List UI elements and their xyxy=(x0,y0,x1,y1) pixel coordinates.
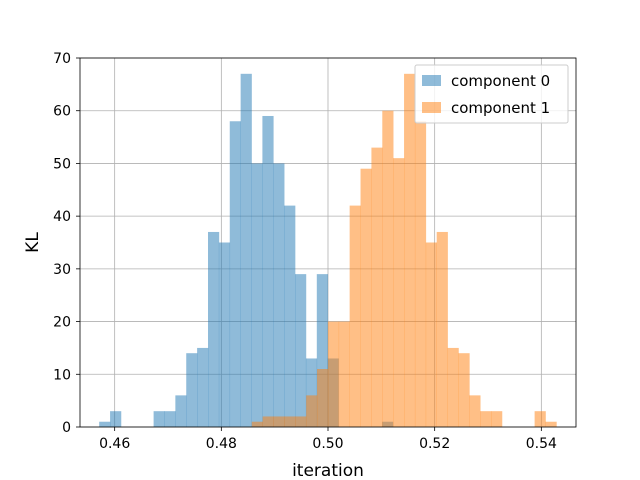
histogram-bar-component-1 xyxy=(458,353,470,427)
histogram-bar-component-1 xyxy=(545,421,557,427)
y-tick-label: 40 xyxy=(53,209,71,225)
y-tick-label: 60 xyxy=(53,104,71,120)
legend-label-component-0: component 0 xyxy=(451,72,550,90)
histogram-bar-component-0 xyxy=(240,73,252,428)
legend-swatch-component-1 xyxy=(422,102,441,113)
histogram-bars xyxy=(99,73,557,428)
histogram-bar-component-0 xyxy=(316,274,328,427)
histogram-bar-component-1 xyxy=(273,416,285,427)
histogram-bar-component-1 xyxy=(436,231,448,427)
histogram-bar-component-0 xyxy=(197,347,209,427)
histogram-bar-component-1 xyxy=(480,411,492,427)
y-tick-label: 50 xyxy=(53,156,71,172)
y-tick-label: 20 xyxy=(53,315,71,331)
histogram-bar-component-0 xyxy=(284,205,296,427)
histogram-bar-component-1 xyxy=(371,147,383,427)
x-axis-label: iteration xyxy=(292,461,364,480)
histogram-bar-component-1 xyxy=(284,416,296,427)
y-tick-label: 10 xyxy=(53,367,71,383)
histogram-bar-component-0 xyxy=(186,353,198,427)
legend: component 0 component 1 xyxy=(414,64,569,124)
histogram-bar-component-0 xyxy=(164,411,176,427)
histogram-bar-component-1 xyxy=(414,121,427,427)
histogram-bar-component-1 xyxy=(338,321,350,427)
histogram-bar-component-1 xyxy=(327,321,340,427)
histogram-bar-component-0 xyxy=(295,274,307,427)
histogram-bar-component-0 xyxy=(305,358,318,427)
histogram-bar-component-1 xyxy=(251,421,263,427)
histogram-bar-component-1 xyxy=(360,168,372,427)
histogram-bar-component-0 xyxy=(208,231,220,427)
histogram-bar-component-1 xyxy=(447,347,459,427)
histogram-bar-component-1 xyxy=(349,205,361,427)
histogram-bar-component-1 xyxy=(306,395,318,427)
x-tick-label: 0.50 xyxy=(312,436,343,452)
histogram-bar-component-0 xyxy=(251,163,263,427)
axis-ticks: 0.46 0.48 0.50 0.52 0.54 0 10 20 30 40 50 60 70 xyxy=(53,51,557,452)
histogram-bar-component-0 xyxy=(153,411,165,427)
x-tick-label: 0.48 xyxy=(206,436,237,452)
y-tick-label: 70 xyxy=(53,51,71,67)
histogram-bar-component-0 xyxy=(229,121,241,427)
y-tick-label: 0 xyxy=(62,420,71,436)
x-tick-label: 0.46 xyxy=(99,436,130,452)
histogram-bar-component-1 xyxy=(491,411,503,427)
x-tick-label: 0.52 xyxy=(419,436,450,452)
histogram-bar-component-0 xyxy=(175,395,187,427)
histogram-bar-component-1 xyxy=(393,158,405,427)
x-tick-label: 0.54 xyxy=(526,436,557,452)
y-tick-label: 30 xyxy=(53,262,71,278)
histogram-bar-component-1 xyxy=(382,110,394,427)
histogram-bar-component-0 xyxy=(218,242,231,427)
histogram-bar-component-1 xyxy=(262,416,274,427)
histogram-bar-component-1 xyxy=(469,395,481,427)
histogram-bar-component-0 xyxy=(262,115,274,427)
legend-box xyxy=(414,64,569,124)
histogram-bar-component-1 xyxy=(534,411,546,427)
legend-swatch-component-0 xyxy=(422,75,441,86)
histogram-bar-component-1 xyxy=(404,73,416,428)
histogram-bar-component-0 xyxy=(99,421,111,427)
histogram-bar-component-1 xyxy=(295,416,307,427)
histogram-bar-component-1 xyxy=(425,242,437,427)
legend-label-component-1: component 1 xyxy=(451,99,550,117)
histogram-bar-component-0 xyxy=(273,163,285,427)
y-axis-label: KL xyxy=(23,232,43,253)
histogram-bar-component-0 xyxy=(110,411,122,427)
histogram-bar-component-1 xyxy=(317,369,329,427)
